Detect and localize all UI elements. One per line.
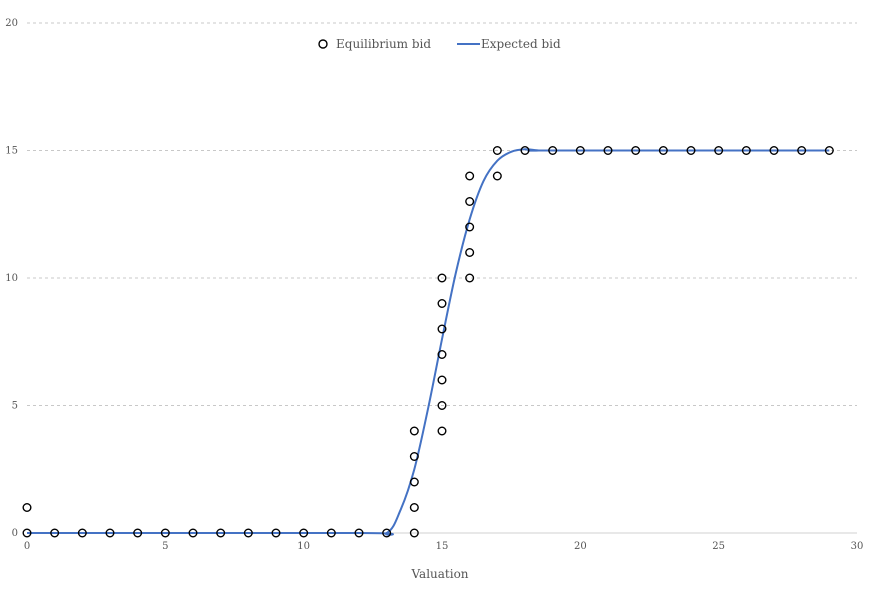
equilibrium-bid-point-14	[382, 528, 392, 538]
equilibrium-bid-point-45	[824, 145, 834, 155]
equilibrium-bid-point-19	[409, 426, 419, 436]
equilibrium-bid-point-38	[631, 145, 641, 155]
y-tick-label-15: 15	[5, 146, 18, 157]
equilibrium-bid-point-21	[437, 401, 447, 411]
equilibrium-bid-point-28	[465, 247, 475, 257]
y-tick-label-10: 10	[5, 273, 18, 284]
equilibrium-bid-point-39	[658, 145, 668, 155]
equilibrium-bid-point-31	[465, 171, 475, 181]
equilibrium-bid-point-1	[22, 503, 32, 513]
x-tick-label-5: 5	[162, 541, 168, 552]
equilibrium-bid-point-24	[437, 324, 447, 334]
equilibrium-bid-point-41	[714, 145, 724, 155]
equilibrium-bid-point-30	[465, 196, 475, 206]
x-tick-label-10: 10	[297, 541, 310, 552]
equilibrium-bid-point-2	[50, 528, 60, 538]
equilibrium-bid-point-7	[188, 528, 198, 538]
equilibrium-bid-point-23	[437, 350, 447, 360]
equilibrium-bid-point-11	[299, 528, 309, 538]
axes: 0 5 10 15 20 0 5 10 15 20 25 30	[5, 18, 863, 552]
equilibrium-bid-point-17	[409, 477, 419, 487]
legend-marker-equilibrium-bid	[318, 39, 328, 49]
expected-bid-series	[27, 148, 830, 536]
equilibrium-bid-point-18	[409, 452, 419, 462]
equilibrium-bid-point-34	[520, 145, 530, 155]
equilibrium-bid-point-25	[437, 299, 447, 309]
legend-label-expected-bid: Expected bid	[481, 37, 561, 51]
legend: Equilibrium bid Expected bid	[318, 37, 561, 51]
equilibrium-bid-point-5	[133, 528, 143, 538]
equilibrium-bid-point-33	[492, 145, 502, 155]
equilibrium-bid-point-22	[437, 375, 447, 385]
equilibrium-bid-point-35	[548, 145, 558, 155]
equilibrium-bid-point-4	[105, 528, 115, 538]
equilibrium-bid-point-40	[686, 145, 696, 155]
equilibrium-bid-point-16	[409, 503, 419, 513]
equilibrium-bid-point-9	[243, 528, 253, 538]
x-tick-label-15: 15	[436, 541, 449, 552]
x-tick-label-25: 25	[712, 541, 725, 552]
equilibrium-bid-point-42	[741, 145, 751, 155]
equilibrium-bid-point-29	[465, 222, 475, 232]
x-tick-label-30: 30	[851, 541, 864, 552]
x-axis-title: Valuation	[410, 567, 468, 581]
equilibrium-bid-point-26	[437, 273, 447, 283]
equilibrium-bid-point-0	[22, 528, 32, 538]
equilibrium-bid-point-15	[409, 528, 419, 538]
equilibrium-bid-point-10	[271, 528, 281, 538]
equilibrium-bid-point-43	[769, 145, 779, 155]
equilibrium-bid-point-13	[354, 528, 364, 538]
y-tick-label-0: 0	[12, 528, 18, 539]
equilibrium-bid-point-32	[492, 171, 502, 181]
equilibrium-bid-point-20	[437, 426, 447, 436]
legend-label-equilibrium-bid: Equilibrium bid	[336, 37, 431, 51]
equilibrium-bid-point-8	[216, 528, 226, 538]
equilibrium-bid-series	[22, 145, 834, 538]
equilibrium-bid-point-12	[326, 528, 336, 538]
gridlines	[27, 22, 857, 406]
equilibrium-bid-point-3	[77, 528, 87, 538]
equilibrium-bid-point-44	[797, 145, 807, 155]
equilibrium-bid-point-37	[603, 145, 613, 155]
equilibrium-bid-point-36	[575, 145, 585, 155]
x-tick-label-0: 0	[24, 541, 30, 552]
y-tick-label-20: 20	[5, 18, 18, 29]
y-tick-label-5: 5	[12, 401, 18, 412]
equilibrium-bid-point-27	[465, 273, 475, 283]
expected-bid-line	[27, 148, 830, 536]
equilibrium-bid-point-6	[160, 528, 170, 538]
x-tick-label-20: 20	[574, 541, 587, 552]
